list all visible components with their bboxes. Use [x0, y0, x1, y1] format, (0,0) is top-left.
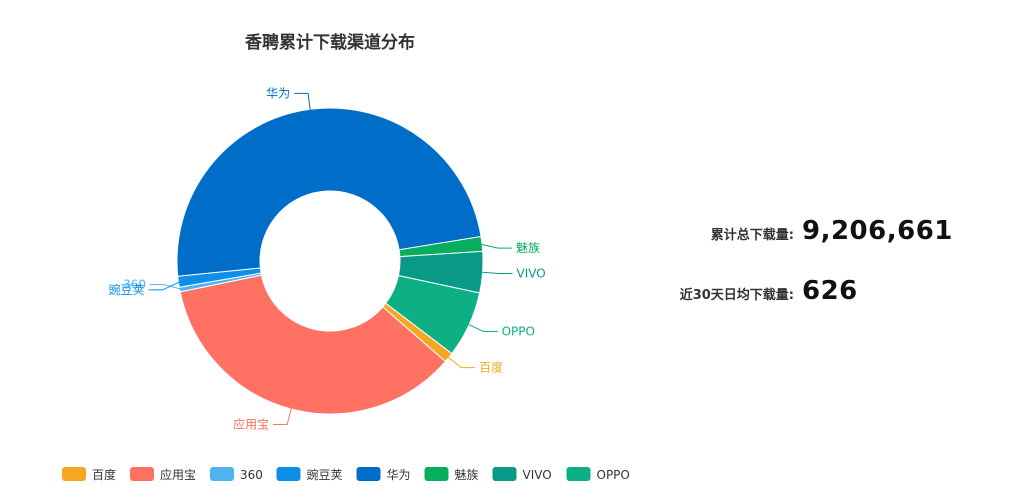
legend-label-2: 360 [240, 468, 263, 482]
daily-average-value: 626 [802, 276, 858, 306]
slice-label-3: 豌豆荚 [109, 282, 145, 297]
legend-swatch-5 [424, 467, 449, 481]
total-downloads-value: 9,206,661 [802, 216, 953, 246]
legend-item-0[interactable]: 百度 [62, 467, 116, 482]
leader-line-1 [273, 406, 293, 425]
leader-line-3 [148, 281, 181, 291]
slice-label-6: VIVO [517, 266, 546, 280]
slices-layer [176, 107, 484, 415]
legend-item-5[interactable]: 魅族 [424, 467, 479, 482]
legend-swatch-1 [130, 467, 154, 481]
slice-label-4: 华为 [266, 86, 290, 100]
leader-line-4 [294, 92, 311, 112]
daily-average-row: 近30天日均下载量: 626 [600, 276, 1000, 306]
slice-label-2: 360 [123, 278, 146, 292]
slice-label-7: OPPO [502, 324, 535, 338]
legend-item-2[interactable]: 360 [210, 467, 263, 482]
legend-swatch-0 [62, 467, 86, 481]
legend-swatch-3 [276, 467, 301, 481]
total-downloads-label: 累计总下载量: [710, 228, 794, 243]
legend-item-1[interactable]: 应用宝 [130, 467, 196, 482]
legend-swatch-4 [356, 467, 381, 481]
donut-slice-4[interactable] [176, 107, 482, 277]
leader-line-2 [149, 284, 182, 290]
legend-label-3: 豌豆荚 [307, 467, 343, 482]
legend: 百度 应用宝 360 豌豆荚 华为 魅族 VIVO OPPO [62, 467, 630, 482]
legend-item-7[interactable]: OPPO [566, 467, 630, 482]
leader-line-5 [479, 243, 512, 249]
legend-label-5: 魅族 [455, 467, 479, 482]
daily-average-label: 近30天日均下载量: [679, 288, 794, 303]
legend-swatch-6 [492, 467, 517, 481]
legend-label-0: 百度 [92, 467, 116, 482]
leader-line-0 [446, 355, 476, 369]
legend-item-4[interactable]: 华为 [356, 467, 411, 482]
leader-line-6 [480, 271, 513, 274]
total-downloads-row: 累计总下载量: 9,206,661 [600, 216, 1000, 246]
legend-label-6: VIVO [523, 468, 552, 482]
legend-label-4: 华为 [387, 468, 411, 482]
legend-swatch-7 [566, 467, 591, 481]
slice-label-5: 魅族 [516, 240, 540, 255]
donut-slice-1[interactable] [179, 274, 447, 415]
legend-item-3[interactable]: 豌豆荚 [276, 467, 343, 482]
legend-item-6[interactable]: VIVO [492, 467, 552, 482]
slice-label-1: 应用宝 [233, 416, 269, 431]
legend-label-7: OPPO [597, 468, 630, 482]
donut-slice-7[interactable] [385, 275, 481, 355]
chart-title: 香聘累计下载渠道分布 [245, 32, 415, 53]
leader-line-7 [467, 323, 498, 332]
legend-label-1: 应用宝 [160, 467, 196, 482]
legend-swatch-2 [210, 467, 234, 481]
slice-label-0: 百度 [479, 360, 503, 375]
